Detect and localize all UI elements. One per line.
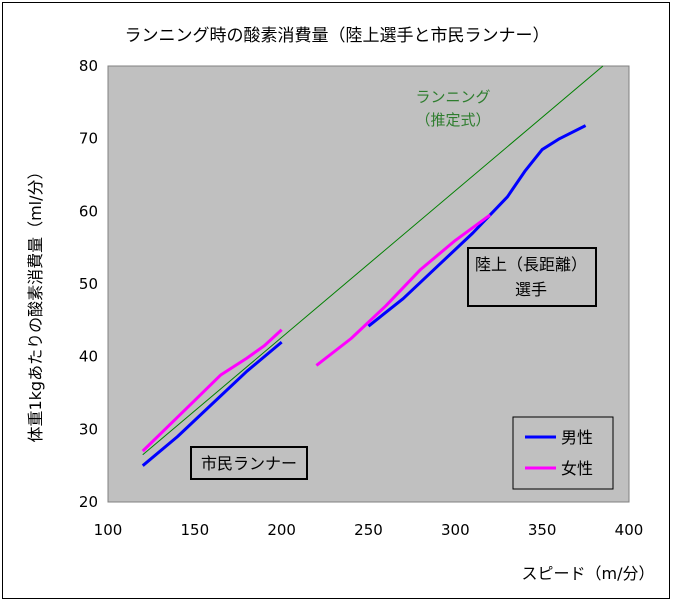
y-tick-label: 50: [79, 275, 98, 293]
y-tick-label: 30: [79, 420, 98, 438]
chart-title: ランニング時の酸素消費量（陸上選手と市民ランナー）: [125, 26, 550, 46]
citizen-annotation-box: [190, 446, 308, 480]
x-tick-label: 350: [528, 521, 557, 539]
series-line-male-athlete: [367, 124, 587, 328]
series-line-female-citizen: [141, 328, 283, 453]
series-line-female-athlete: [315, 213, 491, 367]
x-tick-label: 400: [615, 521, 644, 539]
x-tick-labels: 100 150 200 250 300 350 400: [94, 521, 644, 539]
x-tick-label: 250: [354, 521, 383, 539]
athlete-annotation-line2: 選手: [515, 280, 547, 299]
y-tick-label: 40: [79, 348, 98, 366]
estimate-label-line1: ランニング: [415, 88, 490, 106]
estimate-line-group: [142, 65, 604, 456]
oxygen-consumption-chart: ランニング時の酸素消費量（陸上選手と市民ランナー） 100 150 200 250 30…: [26, 26, 655, 583]
estimate-line: [142, 65, 604, 456]
y-tick-label: 80: [79, 57, 98, 75]
x-tick-label: 100: [94, 521, 123, 539]
athlete-annotation-box: [467, 247, 597, 307]
y-axis-label: 体重1kgあたりの酸素消費量（ml/分）: [26, 163, 45, 442]
legend-box: [512, 416, 614, 490]
estimate-label-line2: （推定式）: [415, 111, 490, 129]
citizen-annotation-label: 市民ランナー: [201, 454, 297, 473]
y-tick-label: 70: [79, 130, 98, 148]
y-tick-labels: 20 30 40 50 60 70 80: [79, 57, 98, 511]
y-tick-label: 60: [79, 202, 98, 220]
x-axis-label: スピード（m/分）: [522, 564, 655, 583]
series-line-male-citizen: [141, 340, 283, 467]
x-tick-label: 150: [181, 521, 210, 539]
legend: 男性 女性: [512, 416, 614, 490]
x-tick-label: 200: [267, 521, 296, 539]
y-tick-label: 20: [79, 493, 98, 511]
legend-label-male: 男性: [561, 428, 593, 447]
x-tick-label: 300: [441, 521, 470, 539]
series-group: [141, 124, 587, 467]
legend-label-female: 女性: [561, 459, 593, 478]
athlete-annotation-line1: 陸上（長距離）: [475, 255, 587, 274]
